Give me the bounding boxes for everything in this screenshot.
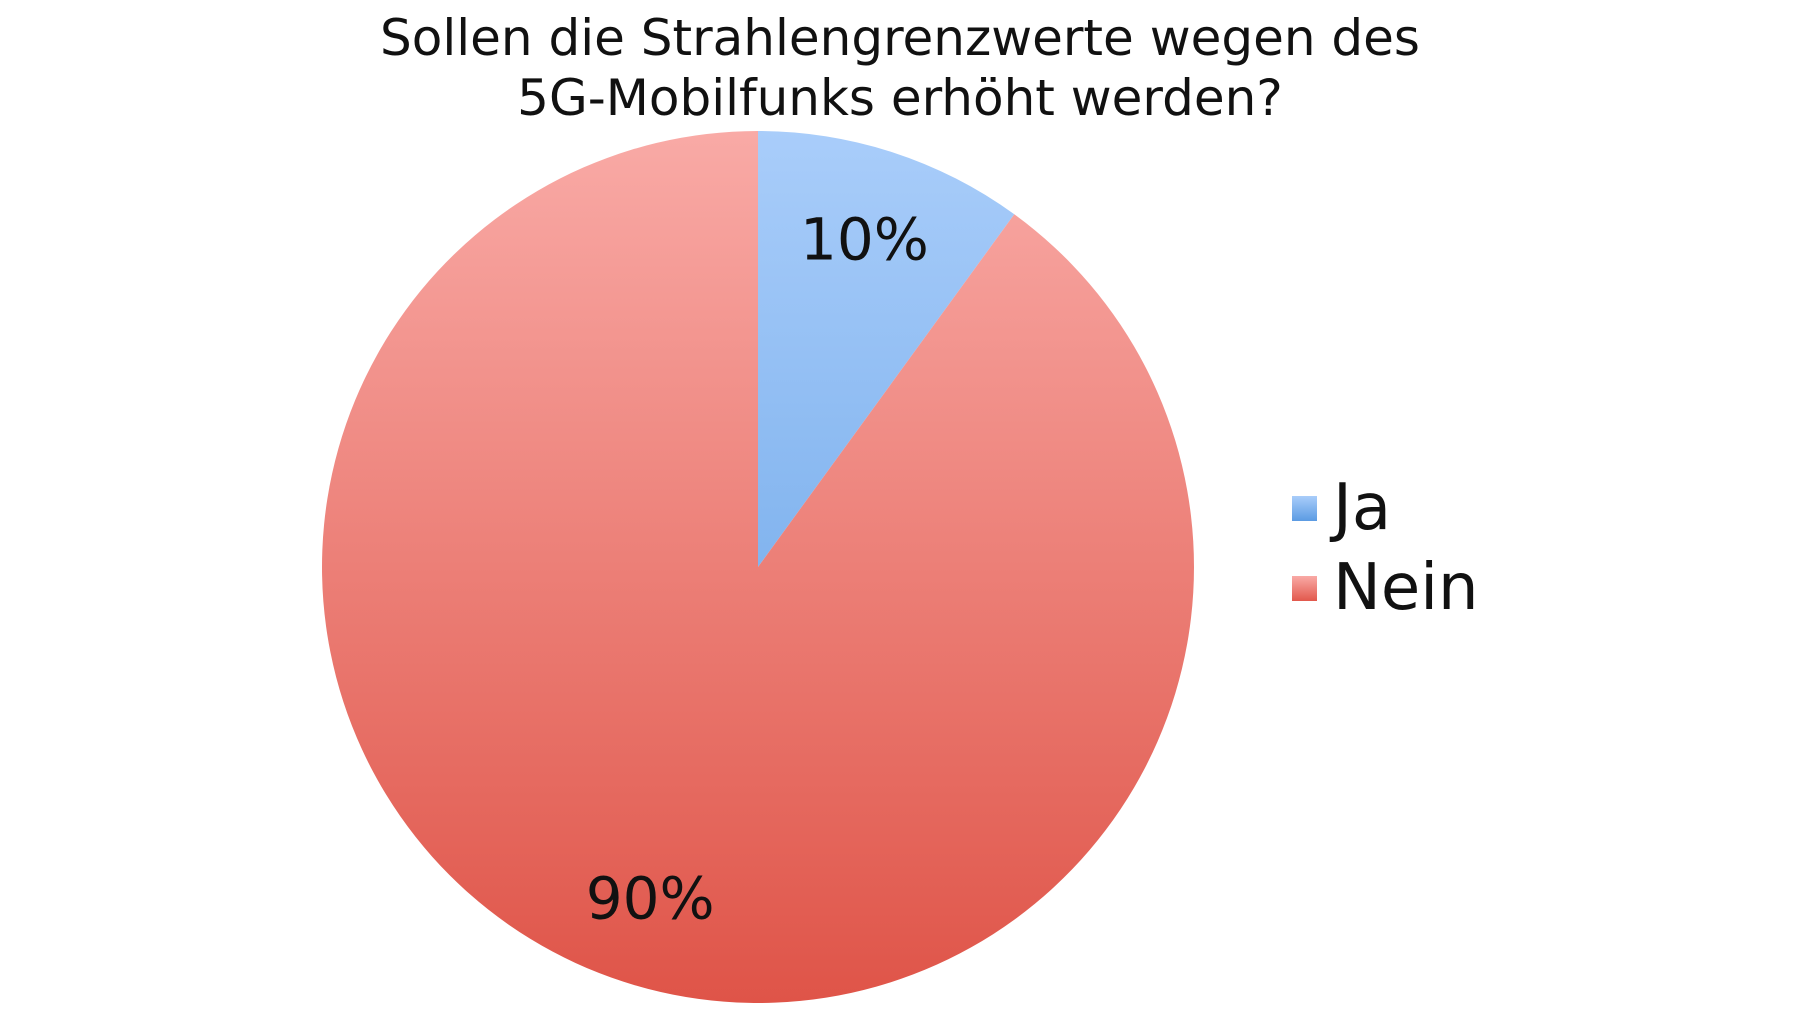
pie-slice-ja — [758, 131, 1015, 567]
legend-label-nein: Nein — [1333, 551, 1479, 625]
pie-slices — [322, 131, 1194, 1003]
legend-item-ja: Ja — [1292, 468, 1479, 548]
legend-label-ja: Ja — [1333, 471, 1392, 545]
pie-value-labels: 10% 90% — [586, 205, 929, 932]
pie-label-nein: 90% — [586, 865, 715, 933]
chart-title: Sollen die Strahlengrenzwerte wegen des … — [0, 8, 1800, 128]
legend-swatch-ja — [1292, 495, 1317, 521]
chart-title-line-1: Sollen die Strahlengrenzwerte wegen des — [380, 9, 1420, 67]
pie-slice-nein — [322, 131, 1194, 1003]
legend-swatch-nein — [1292, 575, 1317, 601]
legend-item-nein: Nein — [1292, 548, 1479, 628]
pie-label-ja: 10% — [800, 205, 929, 273]
chart-title-line-2: 5G-Mobilfunks erhöht werden? — [517, 69, 1283, 127]
legend: Ja Nein — [1292, 468, 1479, 628]
